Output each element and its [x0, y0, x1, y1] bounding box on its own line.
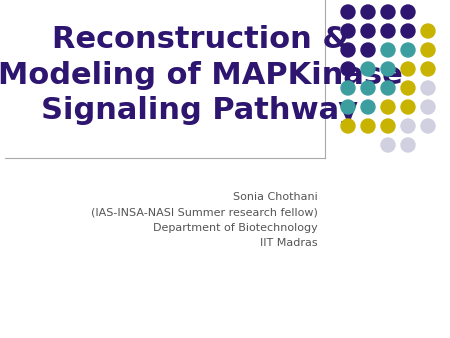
Circle shape [421, 119, 435, 133]
Circle shape [401, 43, 415, 57]
Circle shape [381, 24, 395, 38]
Circle shape [401, 100, 415, 114]
Circle shape [421, 43, 435, 57]
Circle shape [381, 62, 395, 76]
Circle shape [381, 119, 395, 133]
Circle shape [421, 100, 435, 114]
Circle shape [381, 43, 395, 57]
Circle shape [401, 81, 415, 95]
Circle shape [361, 100, 375, 114]
Circle shape [401, 24, 415, 38]
Circle shape [381, 138, 395, 152]
Circle shape [361, 81, 375, 95]
Circle shape [361, 24, 375, 38]
Circle shape [401, 119, 415, 133]
Circle shape [341, 24, 355, 38]
Circle shape [421, 24, 435, 38]
Circle shape [401, 5, 415, 19]
Circle shape [341, 5, 355, 19]
Circle shape [361, 62, 375, 76]
Circle shape [421, 81, 435, 95]
Circle shape [341, 43, 355, 57]
Text: Reconstruction &
Modeling of MAPKinase
Signaling Pathway: Reconstruction & Modeling of MAPKinase S… [0, 25, 402, 125]
Circle shape [381, 5, 395, 19]
Text: Sonia Chothani
(IAS-INSA-NASI Summer research fellow)
Department of Biotechnolog: Sonia Chothani (IAS-INSA-NASI Summer res… [91, 192, 318, 248]
Circle shape [401, 138, 415, 152]
Circle shape [361, 5, 375, 19]
Circle shape [381, 100, 395, 114]
Circle shape [341, 100, 355, 114]
Circle shape [401, 62, 415, 76]
Circle shape [361, 43, 375, 57]
Circle shape [381, 81, 395, 95]
Circle shape [341, 62, 355, 76]
Circle shape [341, 119, 355, 133]
Circle shape [421, 62, 435, 76]
Circle shape [361, 119, 375, 133]
Circle shape [341, 81, 355, 95]
